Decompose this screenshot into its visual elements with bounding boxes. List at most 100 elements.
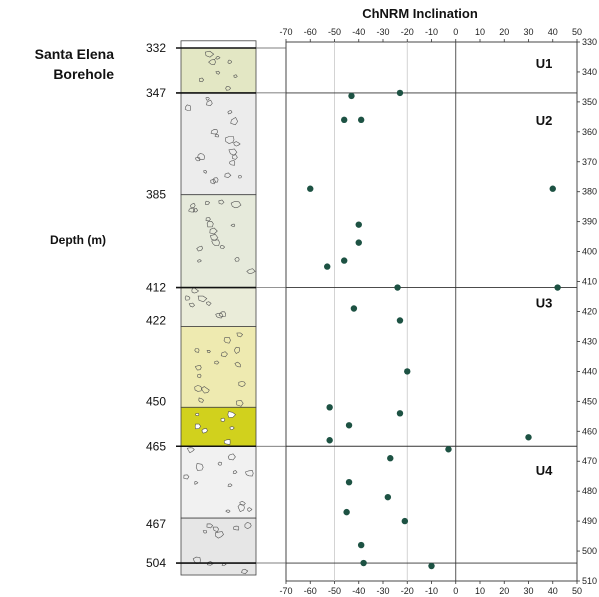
- x-tick-label-bottom: -10: [425, 586, 438, 596]
- x-tick-label-top: -30: [376, 27, 389, 37]
- log-clast: [209, 227, 218, 235]
- data-point: [549, 185, 556, 192]
- data-point: [357, 541, 365, 549]
- depth-label: 332: [146, 41, 166, 55]
- x-tick-label-bottom: -70: [279, 586, 292, 596]
- log-clast: [204, 50, 215, 58]
- data-point: [396, 317, 404, 324]
- log-clast: [210, 129, 219, 135]
- y-tick-label: 400: [582, 247, 597, 257]
- x-tick-label-top: 30: [523, 27, 533, 37]
- log-clast: [194, 348, 200, 353]
- log-clast: [236, 399, 244, 407]
- data-point: [345, 478, 353, 486]
- data-point: [307, 185, 314, 192]
- log-clast: [233, 525, 240, 531]
- log-clast: [184, 104, 191, 111]
- log-clast: [218, 311, 227, 318]
- log-clast: [206, 523, 214, 529]
- x-tick-label-top: -10: [425, 27, 438, 37]
- log-clast: [234, 361, 241, 368]
- data-point: [554, 284, 561, 291]
- log-clast: [234, 346, 241, 354]
- data-point: [357, 116, 365, 124]
- data-point: [387, 455, 394, 462]
- log-clast: [197, 259, 202, 263]
- depth-label: 422: [146, 313, 166, 327]
- log-clast: [201, 428, 208, 434]
- log-clast: [197, 373, 202, 379]
- data-point: [355, 221, 362, 228]
- log-layer-0: [180, 47, 257, 94]
- log-clast: [194, 385, 203, 392]
- log-layer-4: [180, 326, 257, 408]
- log-clast: [230, 201, 242, 209]
- log-clast: [215, 56, 221, 60]
- y-tick-label: 510: [582, 576, 597, 586]
- log-clast: [184, 295, 191, 301]
- log-clast: [247, 507, 253, 512]
- depth-label: 412: [146, 281, 166, 295]
- log-clast: [227, 411, 236, 418]
- log-clast: [205, 217, 211, 222]
- log-clast: [199, 77, 205, 83]
- log-clast: [238, 175, 242, 179]
- x-tick-label-bottom: 40: [548, 586, 558, 596]
- y-tick-label: 370: [582, 157, 597, 167]
- data-point: [343, 508, 350, 516]
- log-clast: [220, 417, 226, 423]
- data-point: [350, 305, 358, 312]
- log-clast: [210, 178, 216, 185]
- y-tick-label: 480: [582, 486, 597, 496]
- log-layer-5: [180, 406, 257, 447]
- y-tick-label: 440: [582, 366, 597, 376]
- data-point: [326, 437, 333, 444]
- log-clast: [201, 386, 210, 394]
- y-tick-label: 490: [582, 516, 597, 526]
- log-clast: [197, 153, 205, 161]
- log-clast: [238, 381, 246, 388]
- log-clast: [211, 239, 220, 246]
- unit-label-u4: U4: [536, 463, 553, 478]
- y-tick-label: 410: [582, 277, 597, 287]
- data-point: [326, 404, 333, 411]
- data-point: [404, 368, 411, 375]
- data-point: [341, 257, 348, 264]
- log-clast: [219, 245, 226, 249]
- log-clast: [198, 397, 204, 403]
- data-point: [355, 239, 362, 246]
- y-tick-label: 500: [582, 546, 597, 556]
- y-tick-label: 430: [582, 336, 597, 346]
- log-clast: [234, 257, 240, 262]
- log-clast: [229, 160, 236, 166]
- borehole-title: Santa Elena Borehole: [4, 44, 114, 84]
- log-clast: [206, 301, 212, 306]
- log-clast: [225, 509, 231, 513]
- log-clast: [203, 170, 208, 174]
- data-point: [401, 517, 409, 525]
- log-clast: [193, 207, 198, 213]
- log-layer-6: [180, 445, 257, 519]
- depth-label: 467: [146, 517, 166, 531]
- unit-label-u3: U3: [536, 296, 553, 311]
- log-clast: [208, 59, 216, 65]
- chart-title: ChNRM Inclination: [362, 6, 478, 21]
- log-clast: [212, 526, 219, 533]
- x-tick-label-bottom: -30: [376, 586, 389, 596]
- y-tick-label: 420: [582, 307, 597, 317]
- log-clast: [188, 302, 196, 308]
- y-tick-label: 460: [582, 426, 597, 436]
- log-clast: [233, 141, 241, 147]
- log-layer-7: [180, 517, 257, 576]
- x-tick-label-top: -20: [401, 27, 414, 37]
- data-point: [396, 89, 404, 97]
- data-point: [525, 434, 532, 441]
- x-tick-label-top: 0: [453, 27, 458, 37]
- log-clast: [224, 172, 232, 178]
- x-tick-label-top: -50: [328, 27, 341, 37]
- log-clast: [214, 360, 220, 365]
- x-tick-label-bottom: -20: [401, 586, 414, 596]
- x-tick-label-top: -40: [352, 27, 365, 37]
- log-clast: [227, 483, 233, 487]
- log-clast: [230, 223, 236, 228]
